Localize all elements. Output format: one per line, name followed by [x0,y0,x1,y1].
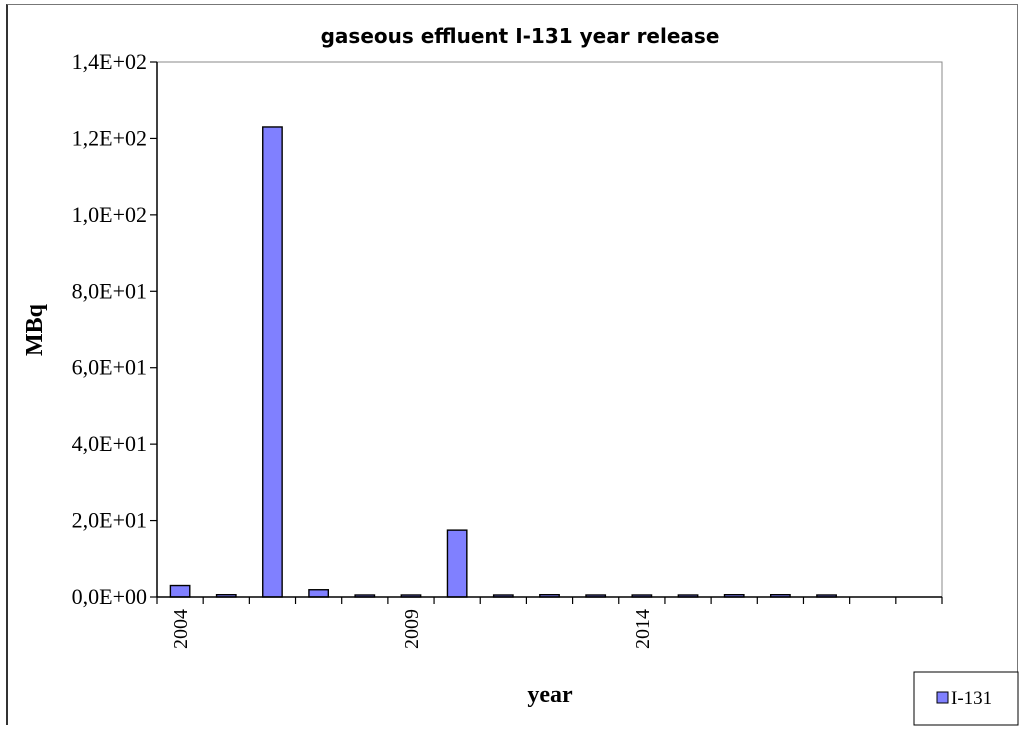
y-tick-label: 8,0E+01 [72,278,147,303]
x-axis-ticks: 2004 2009 2014 [156,597,943,649]
y-tick-label: 4,0E+01 [72,431,147,456]
chart-title: gaseous effluent I-131 year release [321,24,720,48]
bar-2007 [308,589,330,598]
y-tick-label: 1,2E+02 [72,125,147,150]
x-axis-label: year [527,682,573,708]
y-tick-label: 1,0E+02 [72,202,147,227]
y-tick-label: 0,0E+00 [72,584,147,609]
bar-2004 [169,584,191,598]
y-tick-label: 1,4E+02 [72,49,147,74]
bar-2006 [262,126,283,598]
y-tick-label: 2,0E+01 [72,508,147,533]
x-tick-label: 2004 [170,609,192,649]
y-tick-label: 6,0E+01 [72,355,147,380]
legend-label-i131: I-131 [951,688,992,709]
bar-series-i131 [169,126,837,598]
y-axis-ticks: 0,0E+00 2,0E+01 4,0E+01 6,0E+01 8,0E+01 1,0E+… [72,49,157,609]
legend: I-131 [913,671,1019,726]
legend-box [913,671,1019,726]
y-axis-label: MBq [22,303,48,356]
x-tick-label: 2009 [401,609,423,649]
x-tick-label: 2014 [632,609,654,649]
chart-frame [6,4,1018,725]
bar-2010 [446,529,468,598]
legend-swatch-i131 [936,691,949,704]
